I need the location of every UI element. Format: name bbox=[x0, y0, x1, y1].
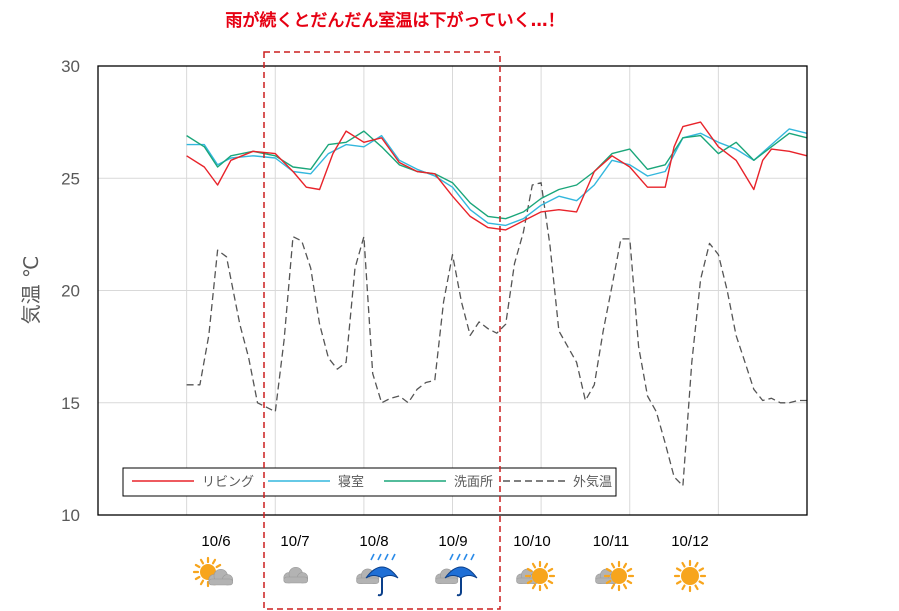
rain-drop bbox=[456, 553, 461, 561]
weather-icon-10-7 bbox=[283, 566, 309, 584]
date-label: 10/7 bbox=[280, 533, 309, 550]
date-label: 10/9 bbox=[438, 533, 467, 550]
sun-disc bbox=[681, 567, 699, 585]
umbrella-handle bbox=[456, 578, 462, 597]
rainy-period-highlight bbox=[263, 51, 501, 610]
sun-ray bbox=[622, 583, 628, 590]
sun-ray bbox=[698, 580, 705, 585]
sun-ray bbox=[626, 579, 633, 585]
series-line-living bbox=[186, 121, 808, 231]
rain-drop bbox=[391, 553, 396, 561]
sun-ray bbox=[610, 583, 616, 590]
date-label: 10/6 bbox=[201, 533, 230, 550]
sun-ray bbox=[622, 562, 628, 569]
sun-ray bbox=[526, 567, 533, 573]
sun-rays bbox=[603, 560, 635, 592]
date-label: 10/11 bbox=[593, 533, 629, 550]
sun-ray bbox=[626, 567, 633, 573]
sun-ray bbox=[694, 561, 699, 568]
sun-ray bbox=[547, 579, 554, 585]
weather-icon-10-9 bbox=[435, 553, 478, 597]
legend-box bbox=[122, 467, 617, 497]
umbrella-shape bbox=[444, 553, 478, 597]
y-tick-label: 10 bbox=[61, 506, 80, 525]
rain-drop bbox=[384, 553, 389, 561]
umbrella-canopy bbox=[365, 566, 399, 579]
weather-icon-10-11 bbox=[595, 560, 635, 592]
sun-disc bbox=[611, 568, 627, 584]
rain-drop bbox=[377, 553, 382, 561]
sun-ray bbox=[694, 584, 699, 591]
series-lines bbox=[186, 121, 808, 487]
y-tick-label: 20 bbox=[61, 282, 80, 301]
legend-label-living: リビング bbox=[202, 475, 254, 490]
sun-ray bbox=[215, 563, 222, 569]
sun-ray bbox=[610, 562, 616, 569]
y-tick-label: 25 bbox=[61, 169, 80, 188]
sun-ray bbox=[543, 583, 549, 590]
sun-rays bbox=[524, 560, 556, 592]
sun-ray bbox=[675, 580, 682, 585]
y-tick-label: 30 bbox=[61, 57, 80, 76]
cloud-shape bbox=[283, 566, 309, 584]
sun-rays bbox=[673, 559, 707, 593]
sun-disc bbox=[532, 568, 548, 584]
umbrella-handle bbox=[377, 578, 383, 597]
y-axis-ticks: 30 25 20 15 10 bbox=[61, 57, 80, 525]
sun-ray bbox=[531, 562, 537, 569]
rain-drop bbox=[463, 553, 468, 561]
plot-frame bbox=[97, 65, 808, 516]
sun-ray bbox=[547, 567, 554, 573]
legend-label-outdoor: 外気温 bbox=[573, 474, 612, 490]
date-label: 10/12 bbox=[671, 533, 709, 550]
y-tick-label: 15 bbox=[61, 394, 80, 413]
rain-drop bbox=[370, 553, 375, 561]
sun-ray bbox=[194, 575, 201, 581]
sun-ray bbox=[605, 579, 612, 585]
chart-title: 雨が続くとだんだん室温は下がっていく…！ bbox=[225, 10, 564, 31]
series-line-bedroom bbox=[186, 128, 808, 227]
sun-ray bbox=[675, 567, 682, 572]
sun-ray bbox=[531, 583, 537, 590]
sun-ray bbox=[681, 561, 686, 568]
rain-drop bbox=[449, 553, 454, 561]
series-line-outdoor bbox=[186, 182, 807, 487]
weather-icon-10-6 bbox=[192, 556, 234, 588]
date-label: 10/10 bbox=[513, 533, 551, 550]
legend-label-bedroom: 寝室 bbox=[338, 474, 364, 490]
weather-icon-10-8 bbox=[356, 553, 399, 597]
legend-label-washroom: 洗面所 bbox=[454, 475, 493, 490]
weather-icon-10-12 bbox=[673, 559, 707, 593]
umbrella-canopy bbox=[444, 566, 478, 579]
rain-drop bbox=[470, 553, 475, 561]
y-axis-label: 気温 ℃ bbox=[19, 256, 43, 325]
sun-ray bbox=[605, 567, 612, 573]
grid bbox=[98, 66, 807, 515]
x-axis-date-labels: 10/6 10/7 10/8 10/9 10/10 10/11 10/12 bbox=[201, 533, 708, 550]
sun-ray bbox=[199, 558, 205, 565]
date-label: 10/8 bbox=[359, 533, 388, 550]
sun-ray bbox=[526, 579, 533, 585]
weather-icons bbox=[192, 553, 707, 597]
sun-ray bbox=[194, 563, 201, 569]
weather-icon-10-10 bbox=[516, 560, 556, 592]
sun-ray bbox=[698, 567, 705, 572]
cloud-shape bbox=[208, 568, 234, 586]
series-line-washroom bbox=[186, 130, 808, 220]
sun-ray bbox=[199, 579, 205, 586]
umbrella-shape bbox=[365, 553, 399, 597]
sun-ray bbox=[543, 562, 549, 569]
legend: リビング 寝室 洗面所 外気温 bbox=[122, 467, 617, 497]
sun-ray bbox=[681, 584, 686, 591]
sun-ray bbox=[211, 558, 217, 565]
